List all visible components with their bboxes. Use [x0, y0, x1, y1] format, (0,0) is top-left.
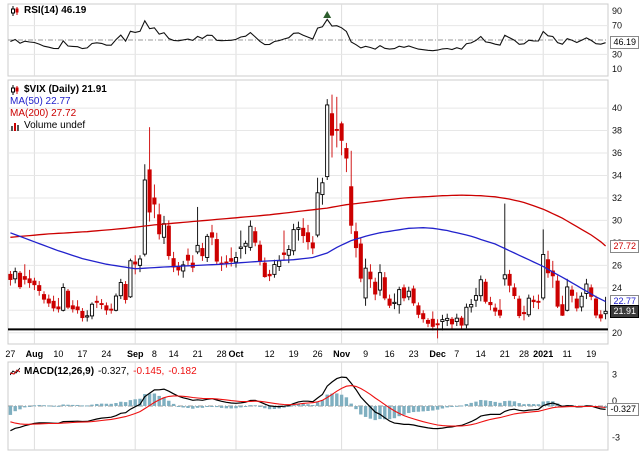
x-axis-label: 17 — [77, 349, 87, 359]
price-axis-tick: 40 — [612, 103, 622, 113]
x-axis-label: 11 — [563, 349, 572, 359]
volume-label: Volume undef — [24, 120, 86, 131]
macd-axis-tick: 0 — [612, 396, 617, 406]
price-axis-tick: 24 — [612, 283, 622, 293]
price-legend: $VIX (Daily) 21.91 MA(50) 22.77 MA(200) … — [10, 84, 107, 132]
last-price-box: 21.91 — [610, 304, 639, 318]
symbol-label: $VIX (Daily) 21.91 — [24, 84, 107, 95]
x-axis-label: 21 — [500, 349, 510, 359]
x-axis-label: 24 — [101, 349, 111, 359]
volume-icon — [10, 121, 20, 131]
line-chart-icon — [10, 367, 20, 377]
macd-value-box: -0.327 — [607, 402, 639, 416]
x-axis-label: 28 — [217, 349, 227, 359]
rsi-axis-tick: 70 — [612, 21, 622, 31]
rsi-axis-tick: 10 — [612, 64, 622, 74]
x-axis-label: Dec — [429, 349, 446, 359]
macd-line-value: -0.327, — [98, 366, 130, 377]
price-axis-tick: 30 — [612, 215, 622, 225]
x-axis-label: 21 — [193, 349, 203, 359]
price-axis-tick: 32 — [612, 193, 622, 203]
macd-legend: MACD(12,26,9) -0.327, -0.145, -0.182 — [10, 366, 197, 377]
price-axis-tick: 36 — [612, 148, 622, 158]
x-axis-label: 23 — [409, 349, 419, 359]
candlestick-icon — [10, 5, 20, 16]
price-axis-tick: 26 — [612, 260, 622, 270]
x-axis-label: 26 — [313, 349, 323, 359]
x-axis-label: 28 — [519, 349, 529, 359]
x-axis-label: 19 — [289, 349, 299, 359]
x-axis-label: 19 — [586, 349, 596, 359]
macd-axis-tick: 3 — [612, 370, 617, 380]
macd-name-label: MACD(12,26,9) — [24, 366, 95, 377]
price-axis-tick: 34 — [612, 170, 622, 180]
rsi-axis-tick: 90 — [612, 6, 622, 16]
candlestick-icon — [10, 85, 20, 95]
macd-histogram-value: -0.182 — [168, 366, 197, 377]
x-axis-label: 9 — [363, 349, 368, 359]
macd-signal-value: -0.145, — [133, 366, 165, 377]
rsi-legend-label: RSI(14) 46.19 — [24, 5, 87, 16]
rsi-legend: RSI(14) 46.19 — [10, 5, 86, 16]
ma50-label: MA(50) 22.77 — [10, 96, 71, 107]
ma200-value-box: 27.72 — [610, 239, 639, 253]
x-axis-label: Nov — [333, 349, 350, 359]
macd-axis-tick: -3 — [612, 432, 620, 442]
price-axis-tick: 20 — [612, 328, 622, 338]
x-axis-label: 8 — [152, 349, 157, 359]
x-axis-label: Oct — [228, 349, 243, 359]
annotation-triangle-up-icon — [323, 11, 332, 18]
ma200-label: MA(200) 27.72 — [10, 108, 77, 119]
x-axis-label: 10 — [53, 349, 63, 359]
x-axis-label: 14 — [476, 349, 486, 359]
x-axis-label: Sep — [127, 349, 144, 359]
x-axis-label: 7 — [454, 349, 459, 359]
rsi-value-box: 46.19 — [610, 36, 639, 50]
x-axis-label: 27 — [5, 349, 15, 359]
x-axis-label: Aug — [26, 349, 44, 359]
rsi-axis-tick: 30 — [612, 49, 622, 59]
x-axis-label: 14 — [169, 349, 179, 359]
price-axis-tick: 38 — [612, 126, 622, 136]
x-axis-label: 2021 — [533, 349, 553, 359]
x-axis-label: 16 — [385, 349, 395, 359]
x-axis-label: 12 — [265, 349, 275, 359]
